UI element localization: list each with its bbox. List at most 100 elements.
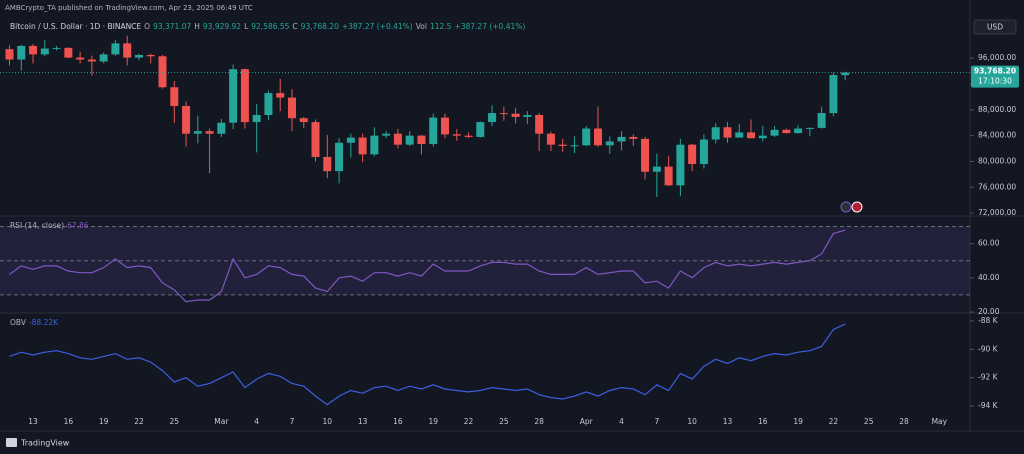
x-tick-label: 19	[793, 417, 803, 426]
candle-body	[158, 56, 167, 88]
candle-body	[582, 128, 591, 146]
x-tick-label: 7	[654, 417, 659, 426]
legend-text: 67.86	[67, 221, 89, 230]
candle-body	[358, 137, 367, 155]
currency: USD	[987, 23, 1003, 32]
legend-text: +387.27 (+0.41%)	[342, 22, 413, 31]
legend-text: RSI (14, close)	[10, 221, 64, 230]
candle-body	[699, 139, 708, 165]
candle-body	[429, 117, 438, 145]
candle-body	[5, 49, 14, 60]
candle-body	[370, 135, 379, 155]
candle-body	[193, 131, 202, 134]
legend-text: O	[144, 22, 150, 31]
legend-text: -88.22K	[29, 318, 59, 327]
candle-body	[758, 135, 767, 139]
candle-body	[558, 144, 567, 146]
x-tick-label: 22	[829, 417, 839, 426]
candle-body	[805, 127, 814, 129]
candle-body	[499, 113, 508, 115]
legend-text: Bitcoin / U.S. Dollar · 1D · BINANCE	[10, 22, 141, 31]
legend-text: 93,929.92	[203, 22, 241, 31]
brand-logo	[6, 438, 17, 447]
x-tick-label: 22	[464, 417, 474, 426]
x-tick-label: 13	[28, 417, 38, 426]
candle-body	[217, 122, 226, 134]
x-tick-label: 13	[358, 417, 368, 426]
candle-body	[134, 55, 143, 58]
x-tick-label: 16	[758, 417, 768, 426]
candle-body	[311, 122, 320, 157]
y-tick-label: 72,000.00	[978, 208, 1016, 217]
candle-body	[452, 134, 461, 136]
event-icon[interactable]	[851, 201, 863, 213]
candle-body	[676, 144, 685, 186]
y-tick-label: -92 K	[978, 373, 999, 382]
x-tick-label: Mar	[214, 417, 229, 426]
candle-body	[276, 93, 285, 98]
candle-body	[99, 54, 108, 62]
legend-text: H	[194, 22, 200, 31]
candle-body	[382, 133, 391, 136]
x-tick-label: 16	[393, 417, 403, 426]
publisher: AMBCrypto_TA published on TradingView.co…	[5, 4, 253, 12]
candle-body	[252, 115, 261, 123]
candle-body	[770, 129, 779, 136]
x-tick-label: 22	[134, 417, 144, 426]
candle-body	[299, 118, 308, 123]
y-tick-label: 80,000.00	[978, 156, 1016, 165]
candle-body	[617, 136, 626, 142]
x-tick-label: 25	[864, 417, 874, 426]
x-tick-label: 19	[428, 417, 438, 426]
candle-body	[146, 55, 155, 57]
candle-body	[546, 133, 555, 145]
legend-text: 93,371.07	[153, 22, 191, 31]
currency-box[interactable]	[973, 19, 1017, 35]
legend-text: 93,768.20	[301, 22, 339, 31]
x-tick-label: 10	[687, 417, 697, 426]
candle-body	[535, 115, 544, 134]
candle-body	[393, 133, 402, 145]
candle-body	[323, 156, 332, 172]
legend-text: 112.5	[430, 22, 452, 31]
candle-body	[52, 47, 61, 49]
price-label-box	[971, 65, 1019, 88]
candle-body	[641, 138, 650, 172]
x-tick-label: Apr	[580, 417, 594, 426]
x-tick-label: 10	[323, 417, 333, 426]
candle-body	[688, 144, 697, 165]
y-tick-label: 88,000.00	[978, 105, 1016, 114]
candle-body	[40, 48, 49, 55]
candle-body	[735, 132, 744, 138]
candle-body	[123, 43, 132, 58]
candle-body	[440, 117, 449, 135]
candle-body	[240, 69, 249, 123]
x-tick-label: 13	[723, 417, 733, 426]
legend-text: +387.27 (+0.41%)	[454, 22, 525, 31]
candle-body	[782, 129, 791, 134]
candle-body	[464, 135, 473, 137]
candle-body	[817, 113, 826, 128]
candle-body	[205, 131, 214, 134]
countdown: 17:10:30	[978, 77, 1012, 86]
candle-body	[523, 115, 532, 117]
x-tick-label: 7	[290, 417, 295, 426]
candle-body	[417, 135, 426, 145]
candle-body	[511, 113, 520, 117]
candle-body	[170, 87, 179, 106]
y-tick-label: -94 K	[978, 401, 999, 410]
candle-body	[76, 57, 85, 60]
candle-body	[594, 128, 602, 146]
event-icon[interactable]	[840, 201, 852, 213]
x-tick-label: 25	[499, 417, 509, 426]
candle-body	[476, 122, 485, 137]
candle-body	[629, 136, 638, 139]
x-tick-label: 28	[899, 417, 909, 426]
rsi-pane	[0, 218, 970, 313]
candle-body	[747, 132, 756, 139]
legend-text: 92,586.55	[251, 22, 289, 31]
x-tick-label: 4	[254, 417, 259, 426]
x-tick-label: 28	[534, 417, 544, 426]
x-tick-label: May	[932, 417, 948, 426]
candle-body	[652, 166, 661, 172]
